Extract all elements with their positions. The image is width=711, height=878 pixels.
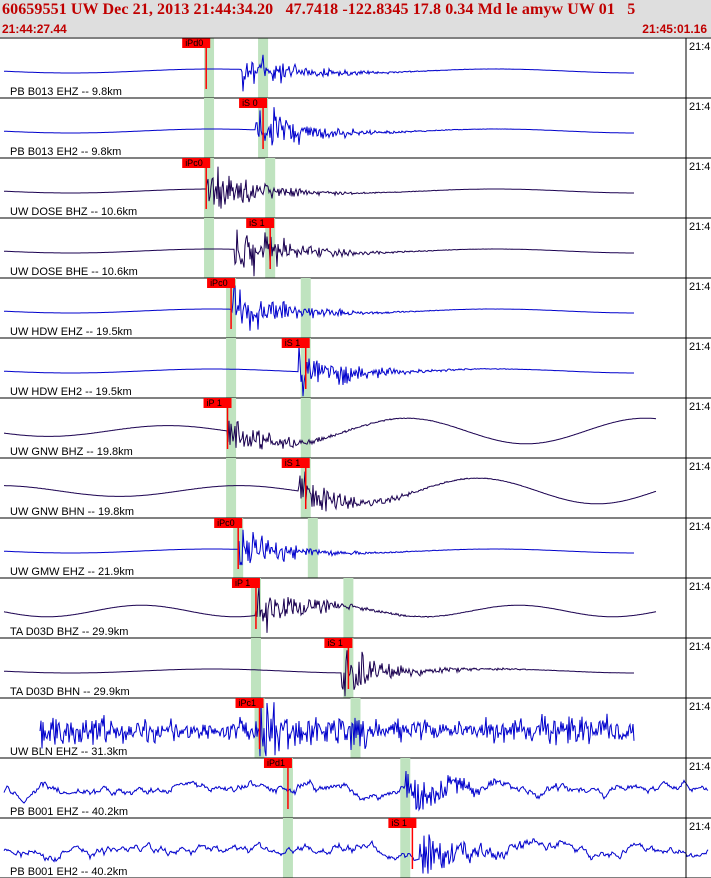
time-tick-label-1: 21:4 — [689, 101, 710, 113]
waveform-trace-9 — [3, 586, 657, 633]
phase-window-0-0 — [204, 38, 215, 98]
pick-label-0: iPd0 — [185, 38, 203, 48]
time-tick-label-5: 21:4 — [689, 341, 710, 353]
time-tick-label-13: 21:4 — [689, 821, 710, 833]
pick-tag-9 — [231, 578, 260, 588]
pick-tag-2 — [182, 158, 211, 168]
station-label-7: UW GNW BHN -- 19.8km — [10, 506, 134, 518]
waveform-trace-10 — [4, 650, 634, 697]
pick-tag-3 — [246, 218, 275, 228]
phase-window-3-0 — [204, 218, 215, 278]
pick-tag-11 — [235, 698, 264, 708]
waveform-trace-6 — [3, 417, 657, 450]
waveform-trace-4 — [4, 285, 634, 331]
station-label-0: PB B013 EHZ -- 9.8km — [10, 86, 122, 98]
waveform-trace-5 — [4, 345, 634, 397]
header-bar: 60659551 UW Dec 21, 2013 21:44:34.20 47.… — [0, 0, 711, 37]
time-tick-label-3: 21:4 — [689, 221, 710, 233]
pick-label-8: iPc0 — [217, 518, 235, 528]
pick-tag-13 — [388, 818, 417, 828]
pick-label-10: iS 1 — [327, 638, 343, 648]
waveform-trace-12 — [3, 770, 709, 812]
pick-label-4: iPc0 — [210, 278, 228, 288]
phase-window-6-1 — [300, 398, 311, 458]
pick-label-2: iPc0 — [185, 158, 203, 168]
pick-label-9: iP 1 — [235, 578, 250, 588]
pick-label-13: iS 1 — [391, 818, 407, 828]
event-title: 60659551 UW Dec 21, 2013 21:44:34.20 47.… — [2, 1, 636, 18]
station-label-11: UW BLN EHZ -- 31.3km — [10, 746, 127, 758]
pick-label-3: iS 1 — [249, 218, 265, 228]
phase-window-7-0 — [226, 458, 237, 518]
time-tick-label-9: 21:4 — [689, 581, 710, 593]
station-label-8: UW GMW EHZ -- 21.9km — [10, 566, 134, 578]
time-tick-label-6: 21:4 — [689, 401, 710, 413]
time-tick-label-8: 21:4 — [689, 521, 710, 533]
pick-label-11: iPc1 — [239, 698, 257, 708]
time-tick-label-11: 21:4 — [689, 701, 710, 713]
pick-tag-10 — [324, 638, 353, 648]
station-label-5: UW HDW EH2 -- 19.5km — [10, 386, 132, 398]
pick-label-6: iP 1 — [207, 398, 222, 408]
station-label-2: UW DOSE BHZ -- 10.6km — [10, 206, 137, 218]
station-label-6: UW GNW BHZ -- 19.8km — [10, 446, 133, 458]
pick-label-7: iS 1 — [285, 458, 301, 468]
waveform-trace-2 — [4, 166, 634, 209]
pick-tag-7 — [281, 458, 310, 468]
time-tick-label-7: 21:4 — [689, 461, 710, 473]
station-label-3: UW DOSE BHE -- 10.6km — [10, 266, 138, 278]
pick-tag-6 — [203, 398, 232, 408]
station-label-4: UW HDW EHZ -- 19.5km — [10, 326, 132, 338]
phase-window-0-1 — [258, 38, 269, 98]
pick-tag-0 — [182, 38, 211, 48]
time-tick-label-12: 21:4 — [689, 761, 710, 773]
phase-window-12-1 — [400, 758, 411, 818]
waveform-trace-1 — [4, 107, 634, 146]
pick-tag-8 — [214, 518, 243, 528]
phase-window-2-1 — [265, 158, 276, 218]
waveform-trace-13 — [3, 834, 709, 874]
waveform-trace-3 — [4, 229, 634, 277]
station-label-10: TA D03D BHN -- 29.9km — [10, 686, 130, 698]
time-tick-label-2: 21:4 — [689, 161, 710, 173]
time-tick-label-0: 21:4 — [689, 41, 710, 53]
phase-window-4-1 — [300, 278, 311, 338]
station-label-9: TA D03D BHZ -- 29.9km — [10, 626, 128, 638]
time-tick-label-10: 21:4 — [689, 641, 710, 653]
pick-tag-12 — [263, 758, 292, 768]
station-label-1: PB B013 EH2 -- 9.8km — [10, 146, 121, 158]
station-label-12: PB B001 EHZ -- 40.2km — [10, 806, 128, 818]
pick-label-1: iS 0 — [242, 98, 258, 108]
start-time: 21:44:27.44 — [2, 22, 67, 36]
phase-window-13-1 — [400, 818, 411, 878]
time-tick-label-4: 21:4 — [689, 281, 710, 293]
phase-window-8-1 — [307, 518, 318, 578]
phase-window-2-0 — [204, 158, 215, 218]
waveform-trace-7 — [4, 471, 657, 512]
waveform-trace-8 — [4, 529, 634, 566]
pick-tag-5 — [281, 338, 310, 348]
end-time: 21:45:01.16 — [642, 22, 707, 36]
phase-window-10-0 — [250, 638, 261, 698]
waveform-trace-11 — [39, 702, 635, 757]
pick-label-5: iS 1 — [285, 338, 301, 348]
phase-window-5-0 — [226, 338, 237, 398]
pick-tag-4 — [207, 278, 236, 288]
pick-label-12: iPd1 — [267, 758, 285, 768]
pick-tag-1 — [239, 98, 268, 108]
station-label-13: PB B001 EH2 -- 40.2km — [10, 866, 127, 878]
phase-window-1-0 — [204, 98, 215, 158]
waveform-trace-0 — [4, 54, 634, 92]
